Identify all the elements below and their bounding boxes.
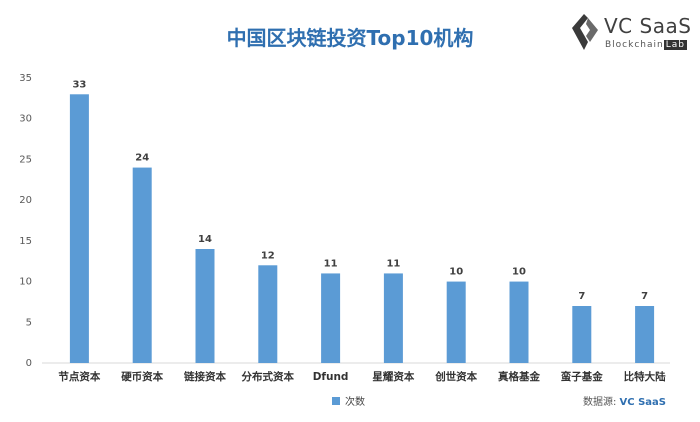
bars <box>69 94 655 364</box>
y-tick-label: 30 <box>19 114 32 125</box>
category-label: 比特大陆 <box>624 370 666 383</box>
data-source: 数据源: VC SaaS <box>583 393 666 408</box>
bar <box>446 281 466 363</box>
brand-sub-lab: Lab <box>663 40 687 50</box>
category-labels: 节点资本 硬币资本 链接资本 分布式资本 Dfund 星耀资本 创世资本 真格基金 蛮子基金 比特… <box>58 370 666 383</box>
brand-logo: VC SaaS Blockchain Lab <box>568 12 692 58</box>
data-label: 10 <box>512 267 526 278</box>
legend-label: 次数 <box>345 397 365 408</box>
bar <box>132 167 152 363</box>
data-label: 10 <box>449 267 463 278</box>
data-label: 33 <box>72 79 86 90</box>
bar <box>509 281 529 363</box>
data-label: 7 <box>578 291 585 302</box>
category-label: 硬币资本 <box>121 370 163 383</box>
y-tick-label: 25 <box>19 154 32 165</box>
category-label: 链接资本 <box>183 370 226 383</box>
y-tick-label: 20 <box>19 195 32 206</box>
bar <box>258 265 278 363</box>
category-label: 蛮子基金 <box>561 370 603 383</box>
source-brand: VC SaaS <box>619 397 666 408</box>
data-label: 24 <box>135 153 149 164</box>
y-tick-label: 15 <box>19 236 32 247</box>
legend-swatch <box>332 396 340 405</box>
y-tick-label: 5 <box>26 317 32 328</box>
data-label: 11 <box>324 258 338 269</box>
brand-subtitle: Blockchain Lab <box>605 40 687 50</box>
data-labels: 33 24 14 12 11 11 10 10 7 7 <box>72 79 648 302</box>
category-label: 创世资本 <box>434 370 477 383</box>
y-axis: 0 5 10 15 20 25 30 35 <box>19 73 32 369</box>
vc-saas-logo-icon <box>572 14 598 50</box>
bar <box>383 273 403 363</box>
source-label: 数据源: <box>582 397 620 408</box>
legend: 次数 <box>332 393 365 408</box>
category-label: 节点资本 <box>58 370 100 383</box>
category-label: 真格基金 <box>498 370 540 383</box>
brand-name: VC SaaS <box>604 14 692 38</box>
bar <box>635 306 655 363</box>
y-tick-label: 10 <box>19 277 32 288</box>
data-label: 12 <box>261 250 275 261</box>
y-tick-label: 35 <box>19 73 32 84</box>
y-tick-label: 0 <box>26 358 32 369</box>
data-label: 14 <box>198 234 212 245</box>
chart-title: 中国区块链投资Top10机构 <box>226 26 474 50</box>
bar <box>69 94 89 364</box>
bar <box>572 306 592 363</box>
category-label: 分布式资本 <box>242 370 295 383</box>
category-label: Dfund <box>313 371 349 383</box>
bar <box>195 249 215 363</box>
data-label: 7 <box>641 291 648 302</box>
bar <box>321 273 341 363</box>
brand-sub-prefix: Blockchain <box>605 40 664 50</box>
data-label: 11 <box>386 258 400 269</box>
category-label: 星耀资本 <box>372 370 414 383</box>
